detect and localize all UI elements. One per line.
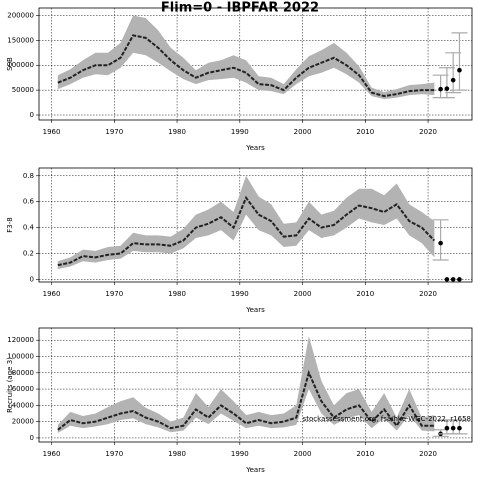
plot-frame [38, 167, 473, 283]
y-tick-label: 0.8 [23, 172, 34, 180]
y-tick-label: 0.4 [23, 224, 35, 232]
y-tick-label: 120000 [7, 336, 34, 344]
estimate-line [57, 369, 435, 431]
x-tick-label: 1980 [168, 128, 186, 136]
x-axis-label: Years [245, 306, 265, 314]
confidence-band [57, 175, 435, 270]
x-tick-label: 1970 [105, 450, 123, 458]
y-tick-label: 0 [30, 111, 34, 119]
y-tick-label: 40000 [12, 401, 34, 409]
x-axis-label: Years [245, 144, 265, 152]
y-tick-label: 80000 [12, 369, 34, 377]
x-tick-label: 2020 [419, 128, 437, 136]
x-tick-label: 2020 [419, 290, 437, 298]
projection-point [444, 425, 450, 431]
x-tick-label: 2020 [419, 450, 437, 458]
y-tick-label: 0 [30, 434, 34, 442]
projection-point [450, 277, 456, 282]
projection-point [450, 425, 456, 431]
y-tick-label: 100000 [7, 61, 34, 69]
projection-point [444, 277, 450, 282]
plot-frame [38, 7, 473, 121]
x-tick-label: 2000 [294, 450, 312, 458]
x-tick-label: 2010 [356, 290, 374, 298]
projection-point [438, 240, 443, 246]
x-tick-label: 1990 [231, 290, 249, 298]
projection-point [444, 86, 450, 91]
x-tick-label: 2010 [356, 450, 374, 458]
x-tick-label: 1970 [105, 290, 123, 298]
projection-point [457, 425, 462, 431]
y-tick-label: 20000 [12, 418, 34, 426]
projection-point [457, 277, 462, 282]
confidence-band [57, 15, 435, 100]
y-tick-label: 60000 [12, 385, 34, 393]
y-axis-label: F3-8 [6, 217, 14, 232]
x-tick-label: 2000 [294, 128, 312, 136]
y-tick-label: 200000 [7, 11, 34, 19]
x-tick-label: 1990 [231, 128, 249, 136]
x-tick-label: 1960 [43, 290, 61, 298]
confidence-band [57, 336, 435, 434]
x-tick-label: 1970 [105, 128, 123, 136]
y-tick-label: 100000 [7, 353, 34, 361]
estimate-line [57, 195, 436, 267]
y-axis-label: Recruits (age 3) [6, 357, 14, 413]
x-tick-label: 2000 [294, 290, 312, 298]
x-tick-label: 1980 [168, 450, 186, 458]
x-tick-label: 1960 [43, 128, 61, 136]
y-tick-label: 0.2 [23, 250, 34, 258]
y-tick-label: 50000 [12, 86, 34, 94]
x-tick-label: 1990 [231, 450, 249, 458]
plot-frame [38, 327, 473, 443]
y-tick-label: 0.6 [23, 198, 35, 206]
y-tick-label: 150000 [7, 36, 34, 44]
projection-point [450, 77, 456, 83]
estimate-line [57, 34, 435, 98]
y-axis-label: SSB [6, 57, 14, 71]
x-tick-label: 1980 [168, 290, 186, 298]
x-tick-label: 1960 [43, 450, 61, 458]
projection-point [438, 86, 443, 92]
x-tick-label: 2010 [356, 128, 374, 136]
x-axis-label: Years [245, 466, 265, 474]
projection-point [457, 67, 462, 73]
annotation: stockassessment.org, fsa/hke-WGC-2022, r… [303, 415, 471, 423]
y-tick-label: 0 [30, 275, 34, 283]
